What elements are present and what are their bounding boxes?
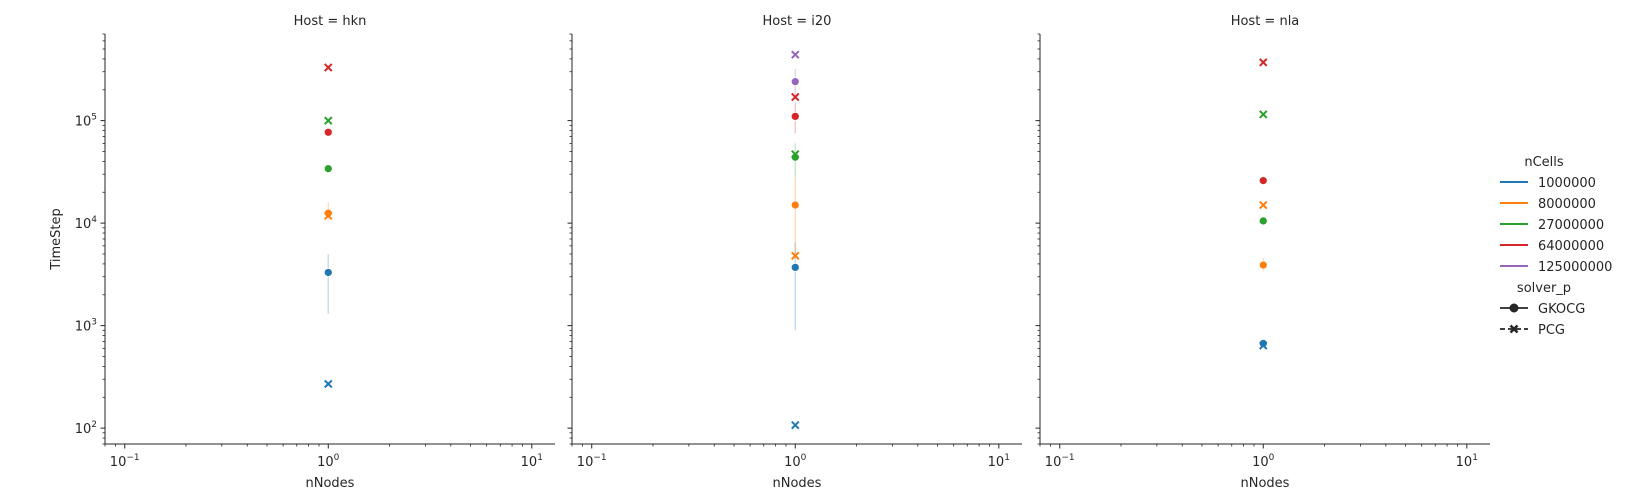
legend-label: GKOCG [1538,302,1585,317]
data-point-x [324,63,333,72]
data-point-x [1259,110,1268,119]
data-point-circle [1258,216,1268,226]
data-point-x [324,211,333,220]
x-axis-title: nNodes [306,476,355,491]
legend-label: 125000000 [1538,260,1612,275]
y-tick-label: 104 [75,215,98,232]
panel-2: Host = nla 10−1 100 101 nNodes [1035,14,1490,491]
data-point-x [791,251,800,261]
x-tick-label: 100 [1252,453,1275,470]
y-tick-label: 105 [75,113,97,130]
x-tick-label: 10−1 [577,453,607,470]
legend-label: 8000000 [1538,197,1596,212]
panel-1: Host = i20 10−1 100 101 nNodes [567,14,1022,491]
data-point-circle [790,77,800,87]
data-point-circle [790,112,800,121]
data-point-x [1259,58,1268,67]
legend-label: 64000000 [1538,239,1604,254]
y-tick-label: 102 [75,420,97,437]
panel-title: Host = hkn [294,14,367,29]
legend-marker-x [1509,324,1519,334]
x-tick-label: 101 [1456,453,1478,470]
panel-title: Host = nla [1231,14,1300,29]
legend-marker-circle [1509,303,1519,313]
x-axis-title: nNodes [773,476,822,491]
data-point-circle [1258,260,1268,270]
data-point-x [791,150,800,159]
data-point-x [791,92,800,102]
panel-title: Host = i20 [763,14,832,29]
legend-title-style: solver_p [1517,281,1571,296]
data-point-circle [323,268,333,277]
x-tick-label: 10−1 [110,453,140,470]
x-tick-label: 100 [317,453,340,470]
data-point-circle [790,200,800,210]
x-tick-label: 10−1 [1045,453,1075,470]
panel-0: Host = hkn 102 103 104 105 10−1 100 101 nNodes Ti… [49,14,555,491]
x-tick-label: 101 [521,453,543,470]
data-point-x [1259,341,1268,350]
x-tick-label: 100 [784,453,807,470]
legend-label: PCG [1538,323,1565,338]
legend-label: 1000000 [1538,176,1596,191]
y-tick-label: 103 [75,318,97,335]
x-tick-label: 101 [988,453,1010,470]
y-axis-title: TimeStep [49,208,64,270]
data-point-circle [323,164,333,173]
legend-label: 27000000 [1538,218,1604,233]
data-point-x [324,379,333,389]
data-point-circle [1258,176,1268,185]
data-point-x [791,50,800,59]
data-point-circle [1258,339,1268,348]
data-point-circle [790,263,800,272]
data-point-x [1259,200,1268,210]
legend-title-hue: nCells [1524,155,1564,170]
data-point-x [324,116,333,125]
data-point-circle [323,208,333,218]
data-point-x [791,420,800,430]
legend: nCells 1000000 8000000 27000000 64000000 1250… [1500,155,1612,338]
x-axis-title: nNodes [1241,476,1290,491]
data-point-circle [323,127,333,137]
chart-panels: Host = hkn 102 103 104 105 10−1 100 101 nNodes Ti… [49,14,1490,491]
